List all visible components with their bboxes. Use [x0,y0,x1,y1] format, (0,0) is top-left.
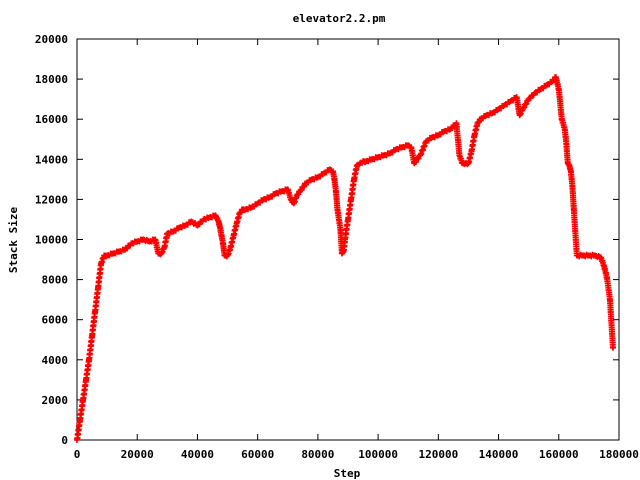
x-tick-label: 20000 [121,448,154,461]
x-axis-ticks: 0 20000 40000 60000 80000 100000 120000 140000 1… [74,39,639,461]
x-tick-label: 60000 [241,448,274,461]
y-axis-label: Stack Size [7,207,20,274]
x-axis-label: Step [334,467,361,480]
data-point [287,194,294,201]
x-tick-label: 100000 [358,448,398,461]
x-tick-label: 120000 [418,448,458,461]
y-tick-label: 4000 [42,354,69,367]
x-tick-label: 180000 [599,448,639,461]
plot-frame [76,38,620,441]
y-tick-label: 16000 [35,113,68,126]
y-axis-ticks: 0 2000 4000 6000 8000 10000 12000 14000 16000 180… [35,33,619,447]
x-tick-label: 140000 [479,448,519,461]
data-points [74,74,616,443]
y-tick-label: 20000 [35,33,68,46]
y-tick-label: 10000 [35,234,68,247]
y-tick-label: 6000 [42,314,69,327]
x-tick-label: 0 [74,448,81,461]
data-point [474,122,481,129]
data-point [293,194,300,201]
y-tick-label: 12000 [35,193,68,206]
data-point [609,344,616,351]
x-tick-label: 80000 [301,448,334,461]
y-tick-label: 8000 [42,274,69,287]
y-tick-label: 18000 [35,73,68,86]
data-point [552,74,559,81]
chart-title: elevator2.2.pm [293,12,386,25]
x-tick-label: 160000 [539,448,579,461]
y-tick-label: 0 [61,434,68,447]
y-tick-label: 14000 [35,153,68,166]
y-tick-label: 2000 [42,394,69,407]
data-point [227,246,234,253]
x-tick-label: 40000 [181,448,214,461]
